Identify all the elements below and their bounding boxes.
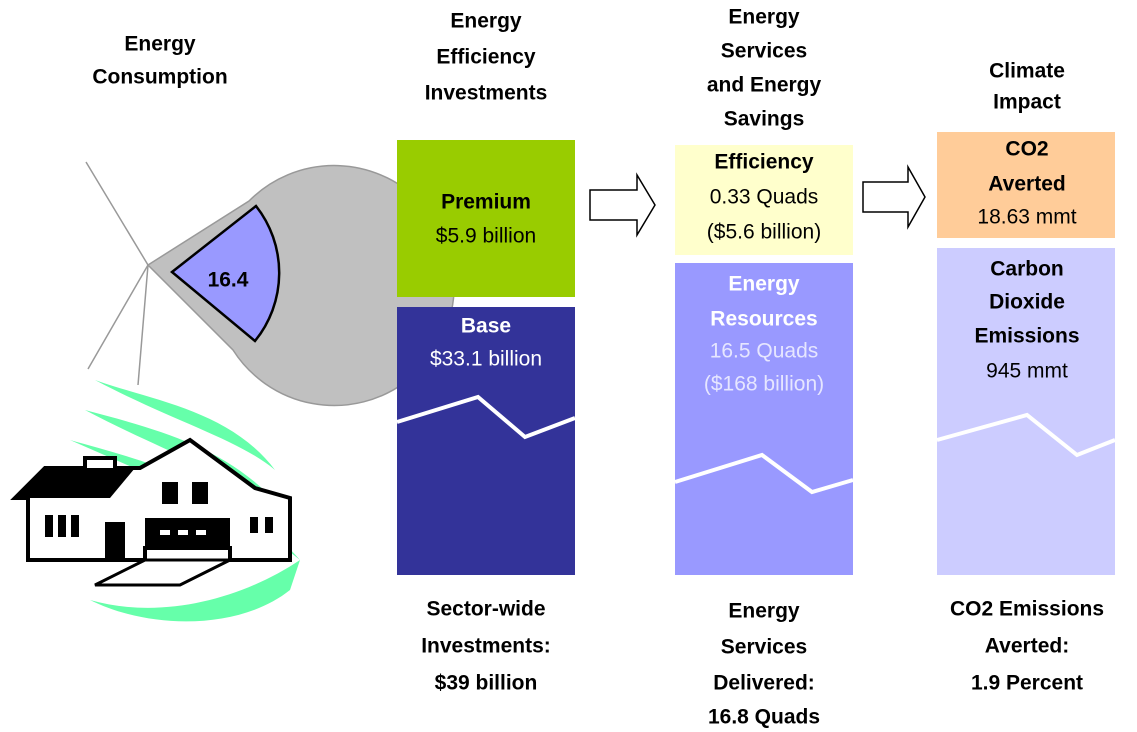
- box-label: Base: [461, 315, 511, 338]
- arrow: [590, 175, 655, 235]
- box-label: Energy: [728, 273, 800, 296]
- box-value: ($5.6 billion): [707, 221, 821, 244]
- title: Consumption: [92, 66, 227, 89]
- box-label: Resources: [710, 308, 817, 331]
- services: Energy Services and Energy Savings Effic…: [675, 6, 853, 729]
- pie-divider: [86, 162, 148, 265]
- box-value: 0.33 Quads: [710, 186, 819, 209]
- footer: 1.9 Percent: [971, 672, 1083, 695]
- title: Services: [721, 40, 807, 63]
- box-value: 945 mmt: [986, 360, 1068, 383]
- box-label: Emissions: [974, 325, 1079, 348]
- footer: Services: [721, 636, 807, 659]
- title: Impact: [993, 91, 1061, 114]
- footer: CO2 Emissions: [950, 598, 1104, 621]
- climate: Climate Impact CO2 Averted 18.63 mmt Car…: [937, 60, 1115, 695]
- title: Investments: [425, 82, 548, 105]
- title: and Energy: [707, 74, 822, 97]
- footer: Investments:: [421, 635, 551, 658]
- box-label: Premium: [441, 191, 531, 214]
- page: Energy Consumption 16.4 Energy Efficienc…: [0, 0, 1137, 732]
- box-value: $33.1 billion: [430, 348, 542, 371]
- pie-label: 16.4: [208, 269, 249, 292]
- box-value: 16.5 Quads: [710, 340, 819, 363]
- footer: 16.8 Quads: [708, 706, 820, 729]
- title: Energy: [124, 33, 196, 56]
- pie-divider: [138, 265, 148, 385]
- footer: Delivered:: [713, 672, 815, 695]
- consumption: Energy Consumption 16.4: [15, 33, 454, 622]
- box-value: $5.9 billion: [436, 225, 536, 248]
- box-label: CO2: [1005, 138, 1048, 161]
- box-value: 18.63 mmt: [977, 206, 1076, 229]
- footer: Averted:: [985, 635, 1069, 658]
- title: Climate: [989, 60, 1065, 83]
- title: Efficiency: [436, 46, 536, 69]
- title: Energy: [728, 6, 800, 29]
- box-label: Dioxide: [989, 291, 1065, 314]
- arrow: [863, 167, 925, 227]
- diagram: Energy Consumption 16.4 Energy Efficienc…: [0, 0, 1137, 732]
- house-icon: [15, 380, 300, 621]
- box-value: ($168 billion): [704, 373, 824, 396]
- box-label: Carbon: [990, 258, 1064, 281]
- title: Energy: [450, 10, 522, 33]
- box-label: Efficiency: [714, 151, 814, 174]
- box-label: Averted: [988, 173, 1065, 196]
- footer: Energy: [728, 600, 800, 623]
- footer: $39 billion: [435, 672, 538, 695]
- title: Savings: [724, 108, 805, 131]
- footer: Sector-wide: [426, 598, 545, 621]
- investments: Energy Efficiency Investments Premium $5…: [397, 10, 575, 695]
- premium-box: [397, 140, 575, 297]
- pie-divider: [88, 265, 148, 369]
